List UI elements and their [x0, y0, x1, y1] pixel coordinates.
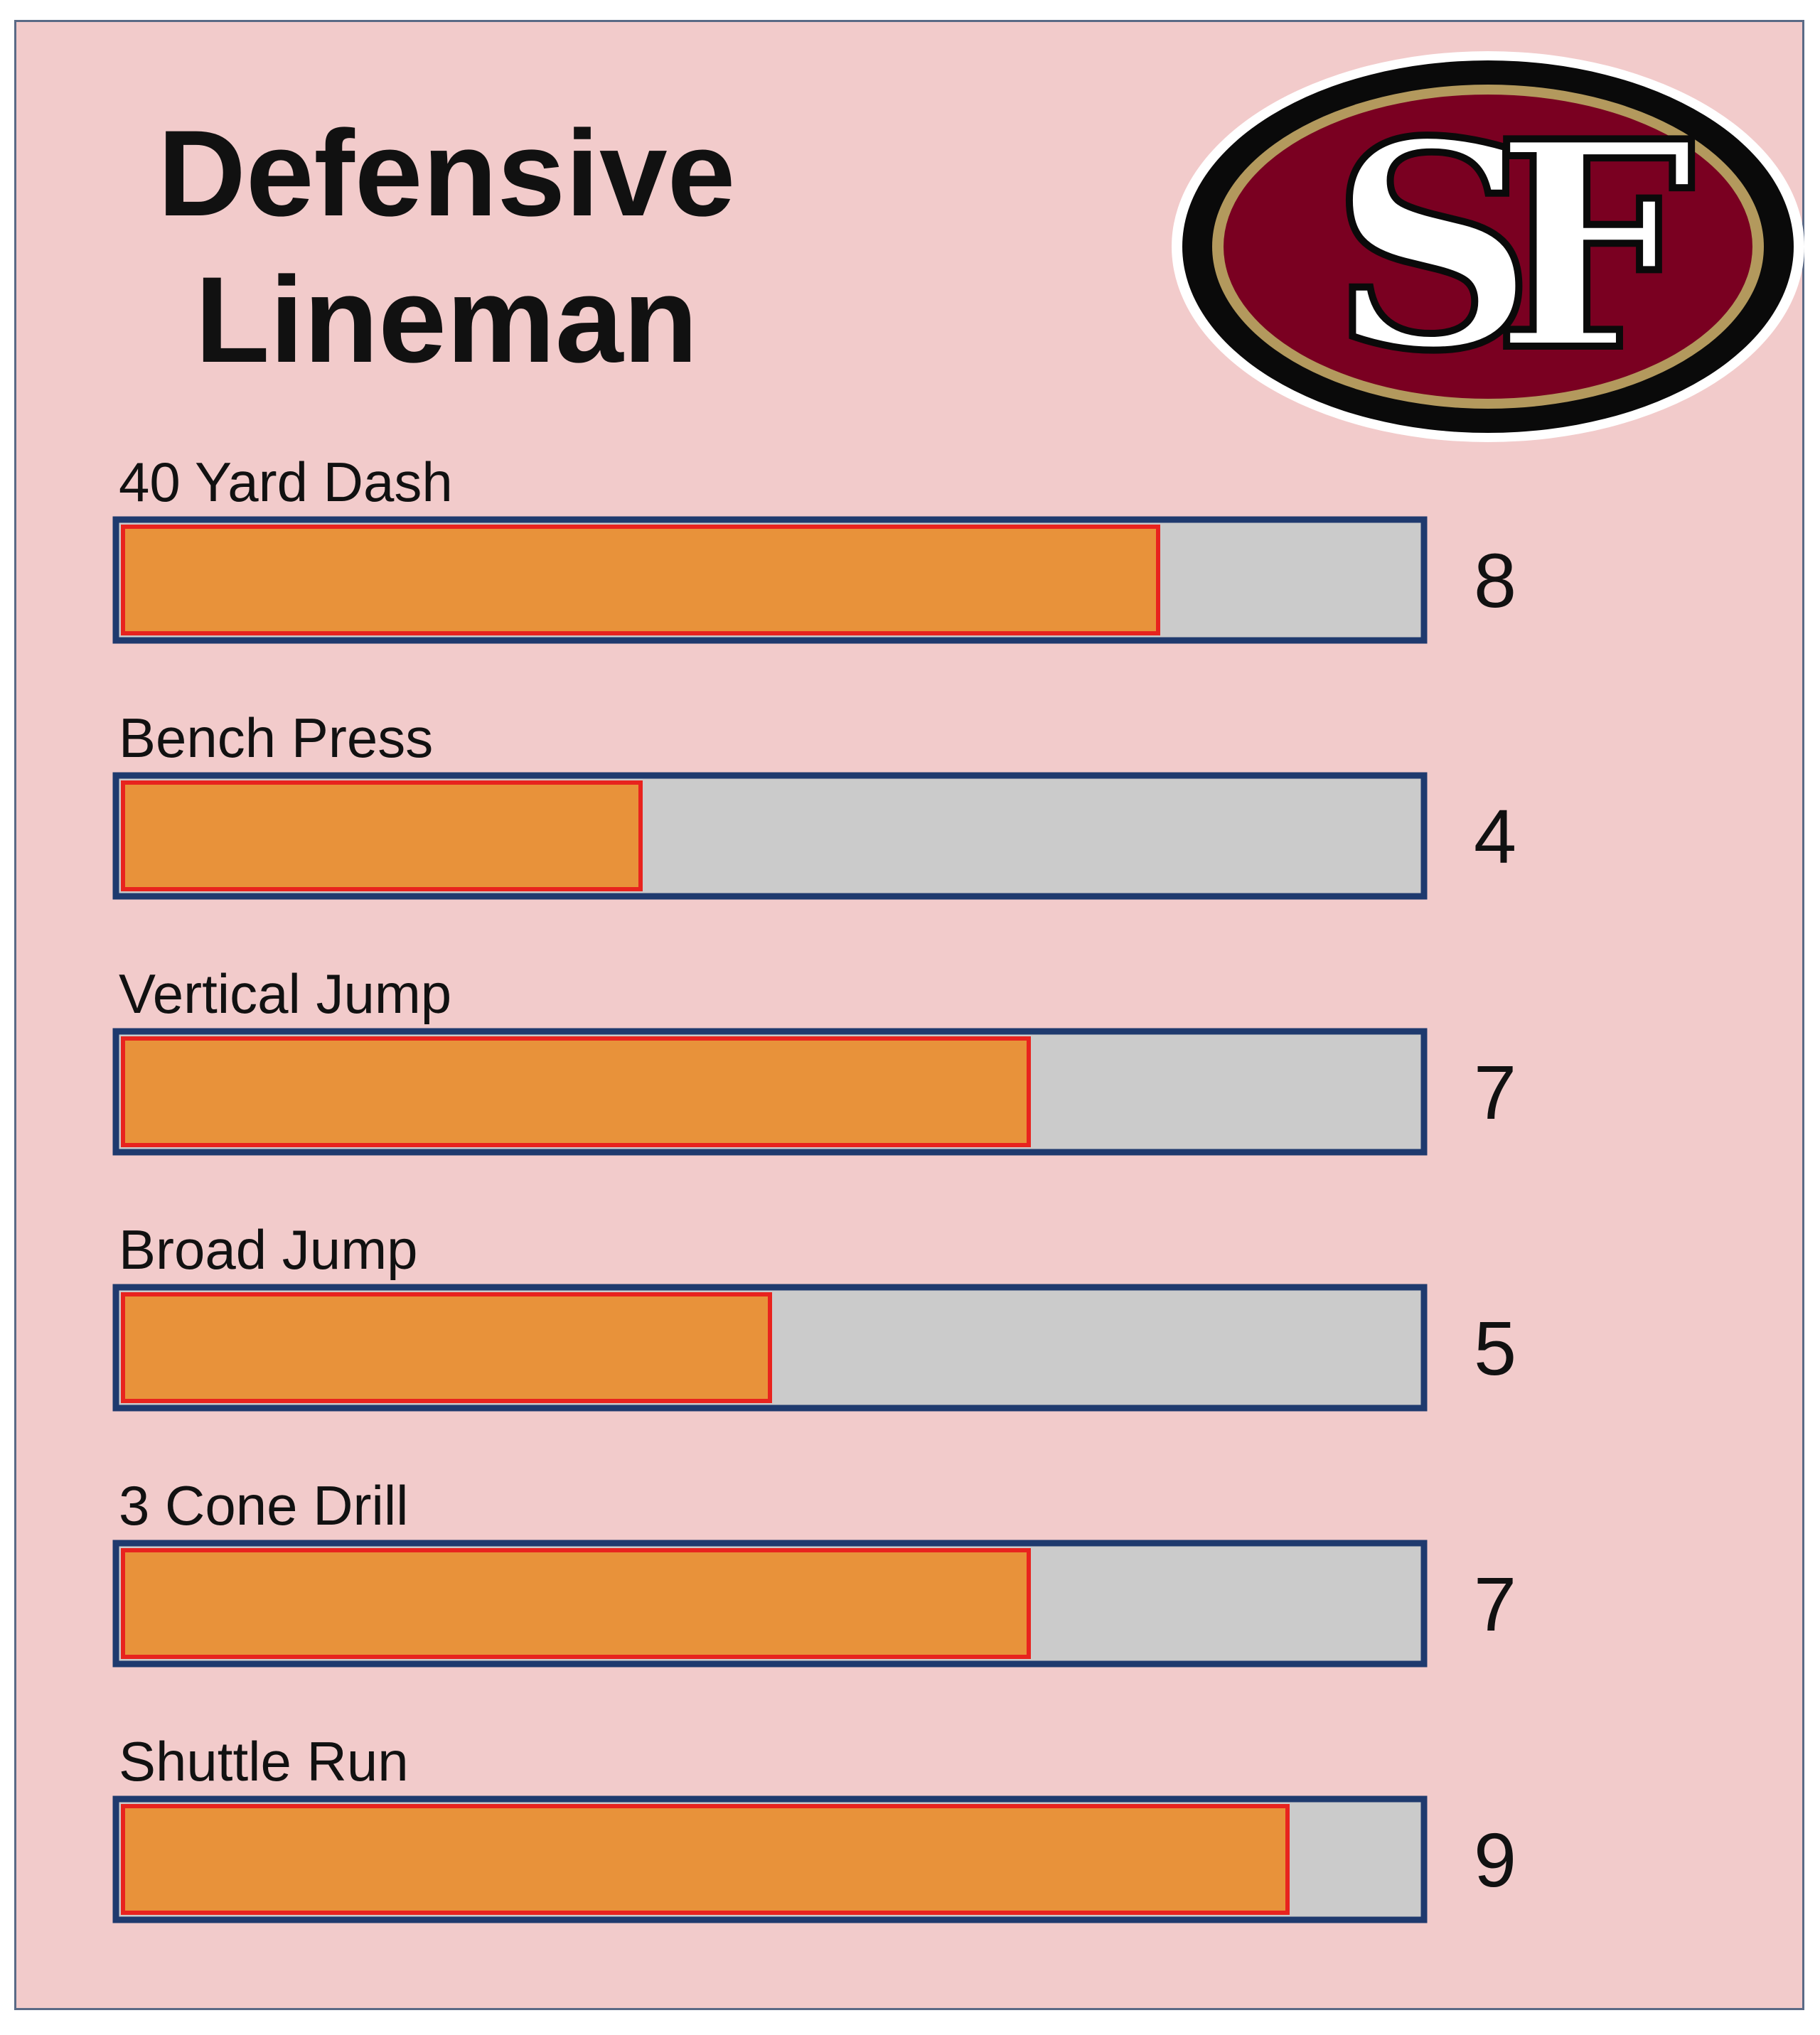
- bar-label-40-yard-dash: 40 Yard Dash: [119, 451, 453, 513]
- logo-red-field: [1224, 95, 1752, 399]
- bar-value-shuttle-run: 9: [1474, 1817, 1516, 1903]
- bar-fill-broad-jump: [121, 1292, 772, 1403]
- bar-fill-vertical-jump: [121, 1036, 1031, 1147]
- bar-fill-3-cone-drill: [121, 1548, 1031, 1659]
- bar-value-vertical-jump: 7: [1474, 1049, 1516, 1135]
- bar-label-broad-jump: Broad Jump: [119, 1218, 418, 1281]
- bar-fill-shuttle-run: [121, 1804, 1290, 1915]
- bar-value-3-cone-drill: 7: [1474, 1561, 1516, 1647]
- bar-fill-40-yard-dash: [121, 525, 1160, 635]
- stats-card: Defensive Lineman SF 40 Yard Dash 8 Bench …: [14, 20, 1804, 2010]
- bar-fill-bench-press: [121, 780, 643, 891]
- title-line-1: Defensive: [157, 105, 736, 242]
- combine-bar-chart: 40 Yard Dash 8 Bench Press 4 Vertical Jump 7 B…: [112, 451, 1516, 1923]
- bar-label-bench-press: Bench Press: [119, 707, 433, 769]
- bar-value-40-yard-dash: 8: [1474, 537, 1516, 623]
- title-line-2: Lineman: [195, 252, 698, 388]
- page-title: Defensive Lineman: [16, 100, 877, 393]
- bar-label-3-cone-drill: 3 Cone Drill: [119, 1474, 408, 1537]
- bar-value-broad-jump: 5: [1474, 1305, 1516, 1391]
- sf-logo-icon: SF: [1172, 51, 1804, 442]
- bar-value-bench-press: 4: [1474, 793, 1516, 879]
- bar-label-vertical-jump: Vertical Jump: [119, 962, 451, 1025]
- bar-label-shuttle-run: Shuttle Run: [119, 1730, 409, 1793]
